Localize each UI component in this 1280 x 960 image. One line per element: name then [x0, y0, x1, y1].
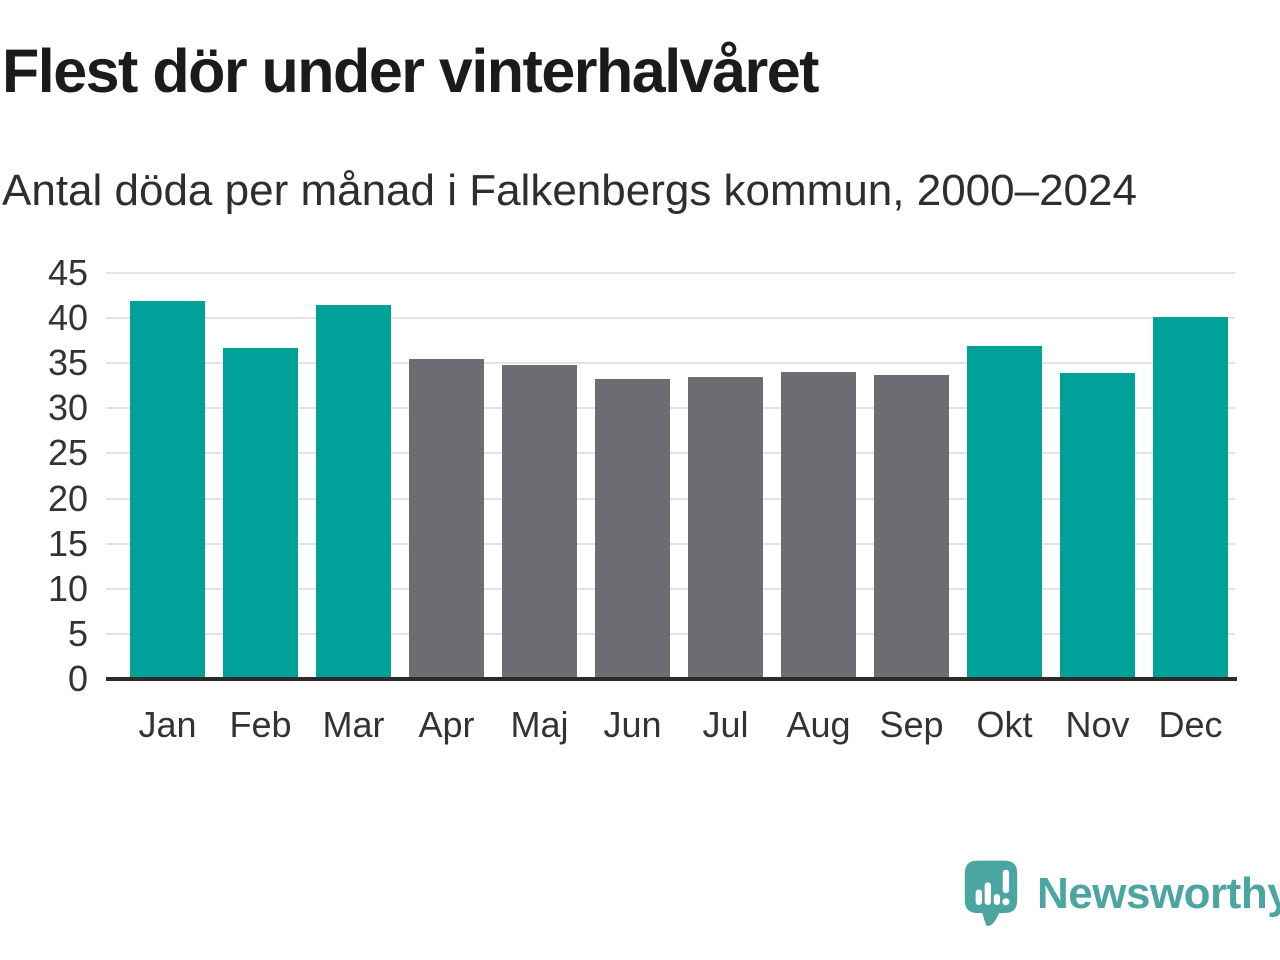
bar-apr: [409, 358, 484, 677]
x-axis-line: [106, 677, 1237, 681]
y-tick-label-45: 45: [47, 252, 88, 293]
y-tick-label-20: 20: [47, 477, 88, 519]
x-tick-label-nov: Nov: [1065, 704, 1130, 745]
x-tick-label-okt: Okt: [976, 704, 1033, 745]
bar-jul: [688, 376, 763, 677]
x-tick-label-dec: Dec: [1158, 704, 1223, 745]
gridline-15: [106, 542, 1235, 545]
bar-dec: [1153, 317, 1228, 677]
y-tick-label-15: 15: [47, 522, 88, 564]
bar-maj: [502, 364, 577, 677]
bar-sep: [874, 374, 949, 677]
gridline-40: [106, 317, 1235, 320]
chart-subtitle: Antal döda per månad i Falkenbergs kommu…: [2, 166, 1137, 215]
bar-nov: [1060, 372, 1135, 677]
newsworthy-brand-text: Newsworthy: [1037, 869, 1280, 918]
y-tick-label-10: 10: [47, 567, 88, 609]
x-tick-label-maj: Maj: [510, 704, 569, 745]
x-tick-label-feb: Feb: [229, 704, 292, 745]
x-tick-label-aug: Aug: [786, 704, 851, 745]
bar-jan: [130, 300, 205, 677]
x-tick-label-apr: Apr: [418, 704, 475, 745]
y-tick-label-30: 30: [47, 387, 88, 429]
chart-title: Flest dör under vinterhalvåret: [2, 37, 820, 105]
y-tick-label-0: 0: [67, 658, 88, 699]
bar-feb: [223, 347, 298, 677]
bar-mar: [316, 305, 391, 677]
bar-aug: [781, 372, 856, 677]
x-tick-label-jul: Jul: [702, 704, 749, 745]
bar-jun: [595, 379, 670, 677]
y-tick-label-25: 25: [47, 432, 88, 474]
gridline-10: [106, 587, 1235, 590]
x-tick-label-mar: Mar: [322, 704, 385, 745]
gridline-20: [106, 497, 1235, 500]
speech-bubble-bar-chart-exclamation-icon: [964, 860, 1018, 926]
newsworthy-logo: Newsworthy: [963, 858, 1280, 932]
gridline-5: [106, 632, 1235, 635]
gridline-30: [106, 407, 1235, 410]
gridline-45: [106, 272, 1235, 274]
x-tick-label-jun: Jun: [603, 704, 662, 745]
bar-okt: [967, 345, 1042, 677]
y-tick-label-5: 5: [67, 612, 88, 654]
x-tick-label-jan: Jan: [138, 704, 197, 745]
y-tick-label-40: 40: [47, 297, 88, 339]
gridline-25: [106, 452, 1235, 455]
y-tick-label-35: 35: [47, 342, 88, 384]
x-tick-label-sep: Sep: [879, 704, 944, 745]
gridline-35: [106, 362, 1235, 365]
